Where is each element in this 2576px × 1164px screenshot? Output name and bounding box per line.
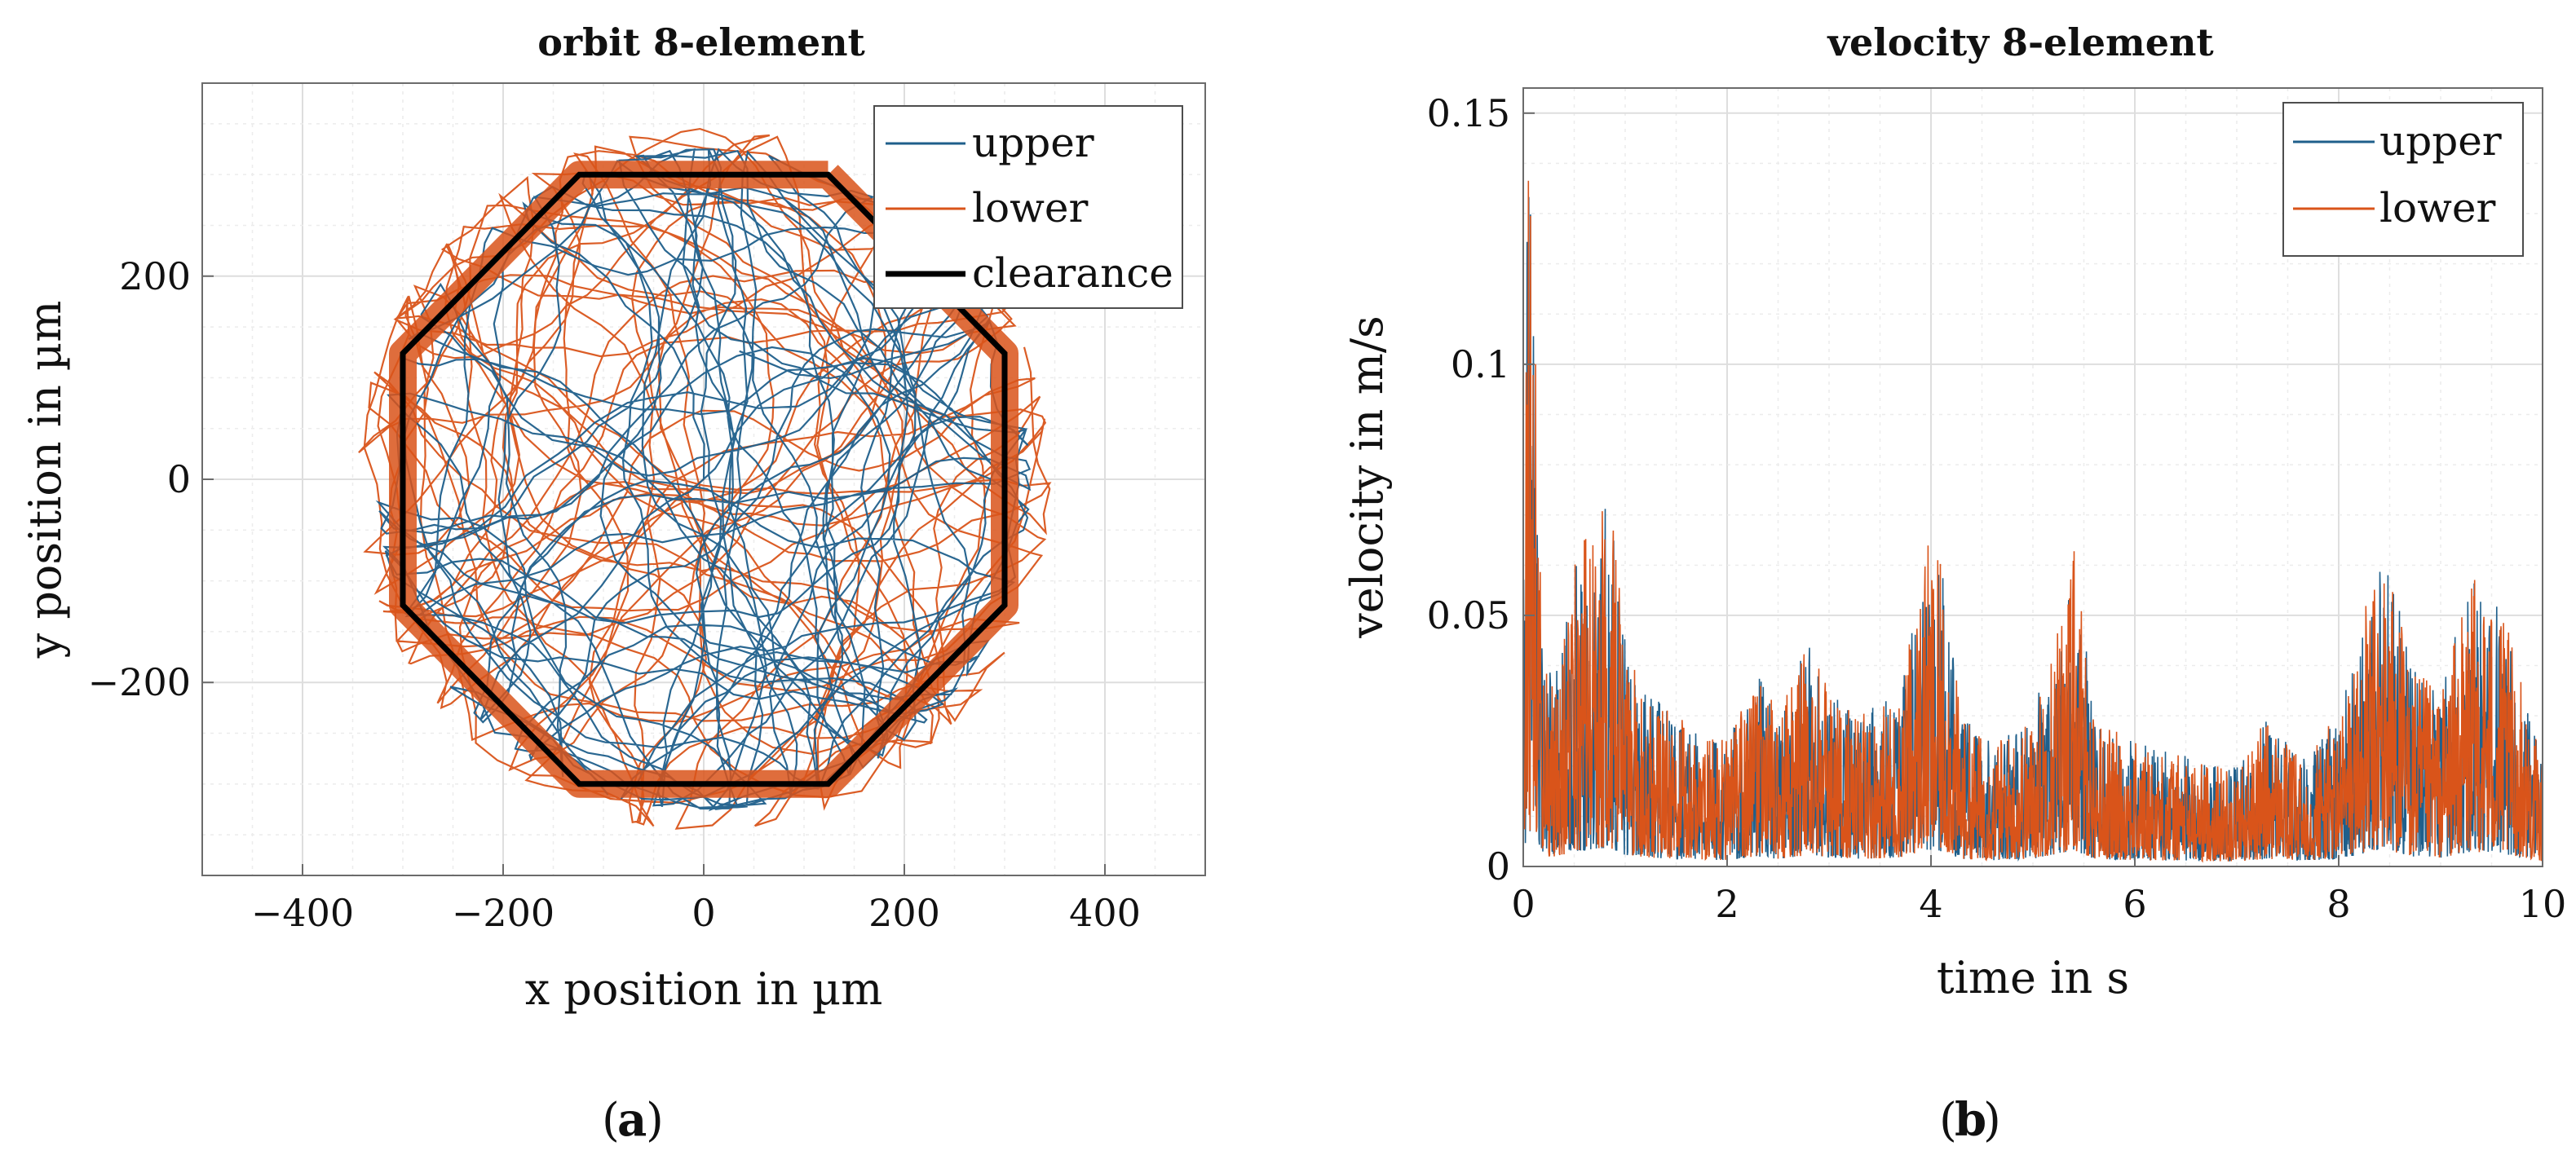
velocity-series-lower [1522,180,2543,863]
velocity-y-tick-label: 0.15 [1427,91,1510,135]
velocity-legend: upper lower [2282,102,2524,257]
velocity-y-axis-label: velocity in m/s [1341,315,1393,638]
caption-a: ( a ) [602,1093,664,1147]
velocity-title: velocity 8-element [1827,20,2214,64]
orbit-x-tick-label: 0 [691,891,715,935]
velocity-y-tick-label: 0.05 [1427,593,1510,637]
orbit-y-tick-label: 200 [119,254,191,298]
orbit-legend-lower-label: lower [972,184,1088,231]
orbit-y-tick-label: −200 [88,660,191,704]
svg-text:(: ( [1939,1094,1957,1147]
orbit-x-tick-label: −200 [452,891,555,935]
svg-text:): ) [1983,1094,2001,1147]
velocity-x-tick-label: 8 [2326,882,2350,926]
velocity-y-ticks: 0 0.05 0.1 0.15 [1427,91,1535,888]
orbit-x-ticks: −400 −200 0 200 400 [251,864,1141,935]
velocity-y-tick-label: 0.1 [1451,342,1510,386]
velocity-x-ticks: 0 2 4 6 8 10 [1511,855,2566,926]
orbit-series-lower [358,127,1052,830]
caption-b-letter: b [1955,1093,1986,1147]
orbit-x-tick-label: 400 [1069,891,1141,935]
velocity-frame [1522,87,2543,867]
velocity-legend-box [2282,102,2524,257]
orbit-legend-clearance-label: clearance [972,249,1173,297]
orbit-chart: orbit 8-element −400 −200 0 200 400 −200 0 200… [20,20,1206,1147]
velocity-x-tick-label: 4 [1919,882,1942,926]
orbit-series-upper [375,148,1032,812]
orbit-x-tick-label: −400 [251,891,354,935]
velocity-x-tick-label: 0 [1511,882,1535,926]
velocity-x-tick-label: 10 [2519,882,2567,926]
caption-a-letter: a [617,1093,647,1147]
orbit-y-ticks: −200 0 200 [88,254,214,704]
velocity-chart: velocity 8-element 0 2 4 6 8 10 00.050.10.15 … [1341,20,2566,1147]
velocity-y-tick-label: 0 [1487,844,1510,888]
svg-text:(: ( [602,1094,620,1147]
orbit-legend: upper lower clearance [873,105,1183,309]
svg-text:): ) [646,1094,664,1147]
velocity-x-tick-label: 2 [1715,882,1739,926]
orbit-y-tick-label: 0 [167,457,191,501]
velocity-traces [1522,180,2543,863]
velocity-legend-lower-label: lower [2379,184,2495,231]
velocity-legend-upper-label: upper [2379,117,2502,165]
clearance-octagon [400,171,1008,787]
velocity-x-axis-label: time in s [1937,952,2129,1003]
orbit-title: orbit 8-element [537,20,865,64]
orbit-x-axis-label: x position in µm [525,963,883,1015]
orbit-legend-upper-label: upper [972,119,1094,166]
orbit-x-tick-label: 200 [868,891,940,935]
caption-b: ( b ) [1939,1093,2001,1147]
velocity-x-tick-label: 6 [2123,882,2146,926]
orbit-y-axis-label: y position in µm [20,301,71,659]
